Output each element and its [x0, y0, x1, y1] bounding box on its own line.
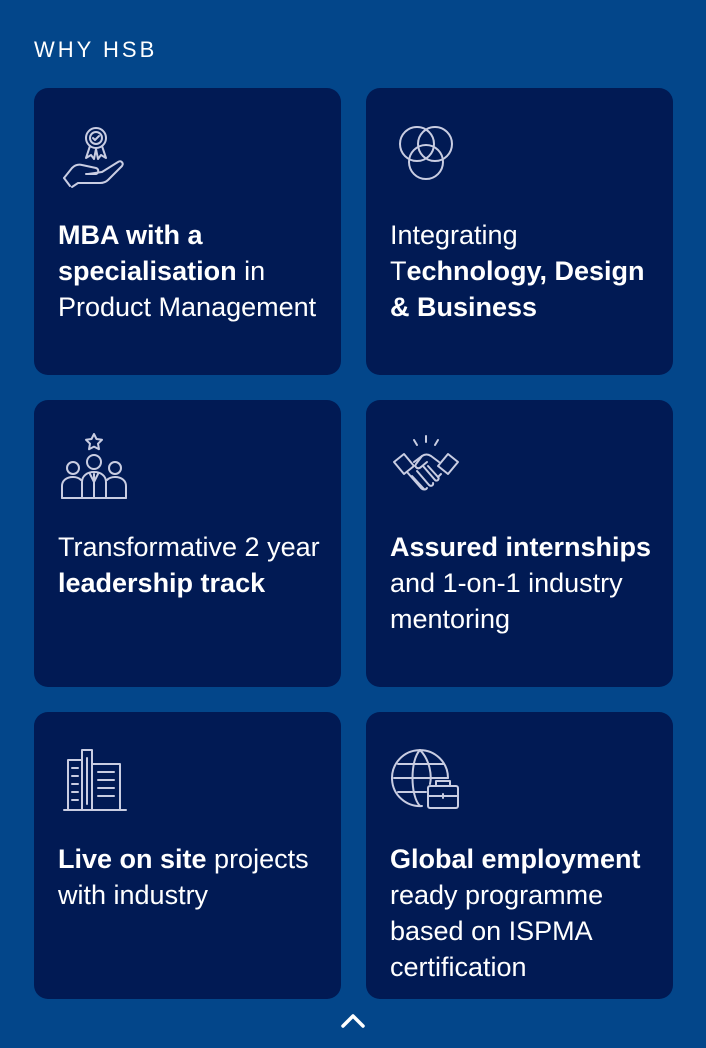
- feature-text: Live on site projects with industry: [58, 844, 309, 910]
- feature-text: Global employment ready programme based …: [390, 844, 641, 982]
- feature-text: MBA with a specialisation in Product Man…: [58, 220, 317, 322]
- globe-briefcase-icon: [390, 744, 462, 816]
- handshake-icon: [390, 432, 462, 504]
- section-title: WHY HSB: [34, 37, 158, 62]
- buildings-icon: [58, 744, 130, 816]
- scroll-up-button[interactable]: [337, 1010, 369, 1036]
- feature-text: Transformative 2 year leadership track: [58, 532, 320, 598]
- feature-card-global-employment: Global employment ready programme based …: [366, 712, 673, 999]
- chevron-up-icon: [340, 1013, 366, 1034]
- feature-card-mba: MBA with a specialisation in Product Man…: [34, 88, 341, 375]
- award-hand-icon: [58, 120, 130, 192]
- feature-card-live-projects: Live on site projects with industry: [34, 712, 341, 999]
- team-leader-icon: [58, 432, 130, 504]
- feature-text: Integrating Technology, Design & Busines…: [390, 220, 645, 322]
- feature-text: Assured internships and 1-on-1 industry …: [390, 532, 652, 634]
- feature-card-internships: Assured internships and 1-on-1 industry …: [366, 400, 673, 687]
- features-grid: MBA with a specialisation in Product Man…: [34, 88, 673, 999]
- feature-card-integrating: Integrating Technology, Design & Busines…: [366, 88, 673, 375]
- venn-circles-icon: [390, 120, 462, 192]
- feature-card-leadership: Transformative 2 year leadership track: [34, 400, 341, 687]
